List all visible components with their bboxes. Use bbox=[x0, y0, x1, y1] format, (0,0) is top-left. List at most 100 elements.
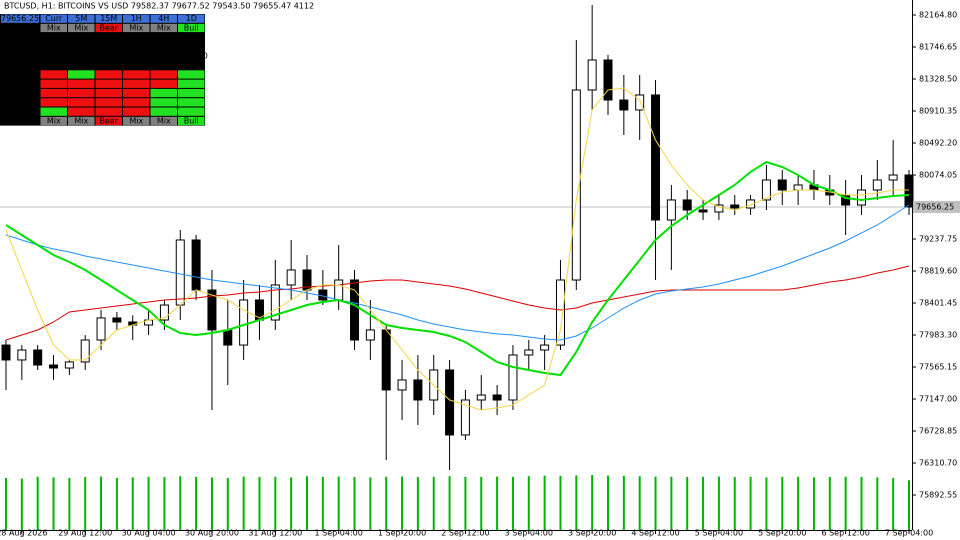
table-cell-text: 40.4 bbox=[72, 33, 90, 42]
table-header-cell bbox=[178, 14, 205, 23]
volume-bar bbox=[353, 477, 356, 530]
table-cell-text: Mix bbox=[74, 23, 88, 32]
volume-bar bbox=[5, 478, 7, 530]
table-cell bbox=[150, 88, 177, 98]
volume-bar bbox=[781, 477, 784, 530]
candle-body bbox=[80, 339, 90, 363]
volume-bar bbox=[908, 480, 910, 530]
candle-body bbox=[445, 369, 455, 436]
x-tick-label: 31 Aug 12:00 bbox=[248, 529, 302, 538]
moving-average bbox=[5, 87, 909, 411]
table-cell bbox=[40, 98, 67, 107]
table-cell-text: Mix bbox=[129, 23, 143, 32]
y-tick-label: 82164.80 bbox=[919, 11, 957, 20]
x-tick-label: 5 Sep 04:00 bbox=[695, 529, 743, 538]
volume-bar bbox=[100, 476, 103, 530]
x-tick-label: 1 Sep 04:00 bbox=[315, 529, 363, 538]
candle-body bbox=[714, 204, 724, 213]
table-cell bbox=[123, 23, 150, 33]
table-cell bbox=[68, 33, 95, 42]
table-cell-text: Mix bbox=[129, 116, 143, 125]
volume-bar bbox=[575, 475, 578, 530]
y-tick-label: 75892.55 bbox=[919, 490, 957, 499]
volume-bar bbox=[638, 476, 641, 530]
candle-body bbox=[777, 179, 787, 191]
table-cell bbox=[123, 107, 150, 116]
volume-bar bbox=[797, 476, 800, 530]
candle-body bbox=[207, 289, 217, 331]
candle-body bbox=[872, 179, 882, 191]
candle-body bbox=[540, 344, 550, 351]
volume-bar bbox=[749, 476, 752, 530]
table-cell bbox=[178, 88, 205, 98]
table-cell bbox=[95, 70, 122, 79]
table-cell-text: Mix bbox=[74, 116, 88, 125]
table-cell-text: 317.19 bbox=[40, 51, 68, 60]
volume-bar bbox=[844, 476, 847, 530]
y-tick-label: 77983.30 bbox=[919, 330, 957, 339]
table-cell bbox=[95, 116, 122, 126]
candle-body bbox=[460, 399, 470, 436]
candle-body bbox=[381, 329, 391, 391]
volume-bar bbox=[274, 476, 277, 530]
table-cell bbox=[178, 33, 205, 42]
table-cell bbox=[40, 88, 67, 98]
volume-bar bbox=[607, 475, 609, 530]
candle-body bbox=[555, 279, 565, 346]
candle-body bbox=[413, 379, 423, 401]
volume-bar bbox=[765, 477, 768, 530]
table-cell-text: 44.1 bbox=[45, 33, 63, 42]
volume-bar bbox=[242, 476, 245, 530]
table-background bbox=[0, 14, 205, 126]
candle-body bbox=[682, 199, 692, 211]
table-cell-text: 27.3 bbox=[100, 42, 118, 51]
table-cell bbox=[123, 79, 150, 88]
table-cell bbox=[123, 116, 150, 126]
table-row-label: Bias bbox=[12, 116, 29, 125]
candle-body bbox=[524, 349, 534, 356]
volume-bar bbox=[733, 477, 736, 530]
table-cell bbox=[68, 70, 95, 79]
table-header-cell bbox=[150, 14, 177, 23]
table-cell bbox=[40, 116, 67, 126]
candle-body bbox=[96, 317, 106, 341]
y-tick-label: 77565.15 bbox=[919, 362, 957, 371]
volume-bar bbox=[226, 478, 229, 530]
y-tick-label: 78401.45 bbox=[919, 298, 957, 307]
table-cell bbox=[178, 70, 205, 79]
table-cell bbox=[178, 116, 205, 126]
table-row-label: ADX bbox=[11, 42, 29, 51]
candle-body bbox=[334, 279, 344, 301]
volume-bar bbox=[622, 475, 625, 530]
volume-bar bbox=[559, 475, 562, 530]
x-tick-label: 30 Aug 20:00 bbox=[185, 529, 239, 538]
table-cell bbox=[150, 23, 177, 33]
table-row-label: RSI bbox=[14, 33, 27, 42]
candle-body bbox=[856, 189, 866, 206]
candle-body bbox=[508, 354, 518, 401]
x-tick-label: 5 Sep 20:00 bbox=[758, 529, 806, 538]
volume-bar bbox=[591, 475, 594, 530]
candle-body bbox=[33, 349, 43, 366]
table-cell bbox=[150, 107, 177, 116]
volume-bar bbox=[812, 477, 815, 530]
table-cell bbox=[40, 61, 67, 70]
table-row-label: SMA 100 bbox=[2, 98, 37, 107]
table-cell bbox=[123, 61, 150, 70]
table-row-label: Ribbon bbox=[6, 23, 34, 32]
table-cell bbox=[68, 79, 95, 88]
candle-body bbox=[888, 174, 898, 181]
volume-bar bbox=[36, 476, 39, 530]
table-cell bbox=[95, 51, 122, 60]
table-cell bbox=[68, 42, 95, 51]
volume-bar bbox=[496, 476, 499, 530]
candle-body bbox=[904, 174, 914, 208]
table-cell bbox=[40, 42, 67, 51]
candle-body bbox=[112, 317, 122, 323]
table-header-text: 5M bbox=[75, 14, 87, 23]
table-cell bbox=[150, 61, 177, 70]
table-cell bbox=[95, 88, 122, 98]
table-cell bbox=[40, 33, 67, 42]
volume-bar bbox=[115, 478, 118, 530]
